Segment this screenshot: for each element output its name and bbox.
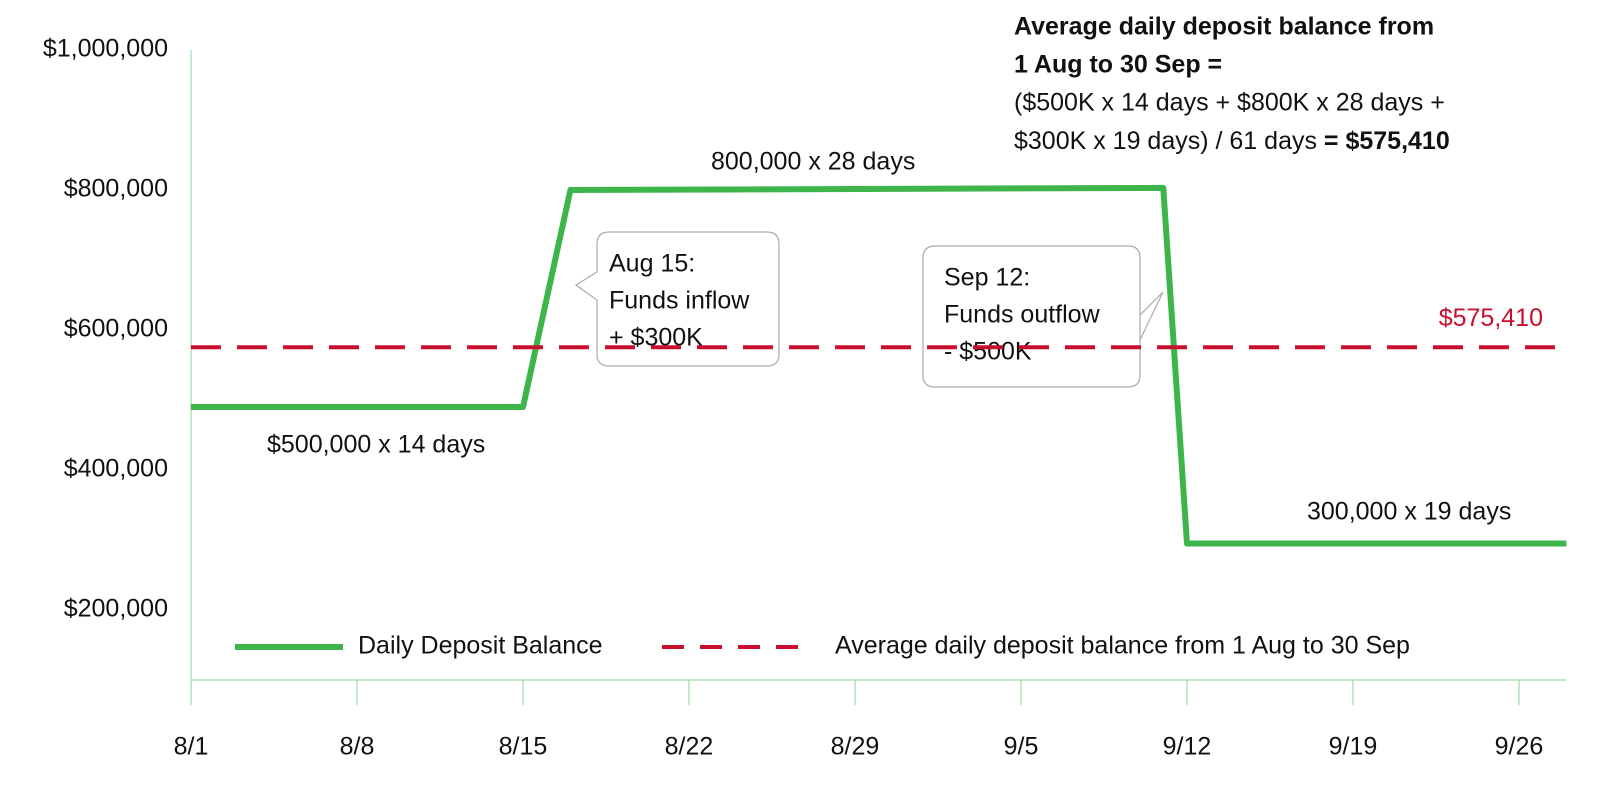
callout-text: Funds inflow xyxy=(609,287,750,315)
formula: $300K x 19 days) / 61 days = $575,410 xyxy=(1014,127,1450,155)
callout-box xyxy=(574,231,780,367)
x-tick-label: 9/12 xyxy=(1163,733,1212,761)
callout-text: Sep 12: xyxy=(944,264,1030,292)
x-tick-label: 8/29 xyxy=(831,733,880,761)
callout-text: - $500K xyxy=(944,338,1032,366)
callout-text: Funds outflow xyxy=(944,301,1101,329)
formula: ($500K x 14 days + $800K x 28 days + xyxy=(1014,89,1445,117)
x-tick-label: 8/1 xyxy=(174,733,209,761)
value-label: $575,410 xyxy=(1439,304,1543,332)
y-tick-label: $600,000 xyxy=(64,315,168,343)
x-tick-label: 9/5 xyxy=(1004,733,1039,761)
legend-label: Daily Deposit Balance xyxy=(358,632,603,660)
legend-label: Average daily deposit balance from 1 Aug… xyxy=(835,632,1410,660)
y-tick-label: $800,000 xyxy=(64,175,168,203)
y-tick-label: $400,000 xyxy=(64,455,168,483)
x-tick-label: 8/15 xyxy=(499,733,548,761)
series-line xyxy=(191,184,1567,547)
x-tick-label: 9/26 xyxy=(1495,733,1544,761)
y-tick-label: $200,000 xyxy=(64,595,168,623)
callout-text: Aug 15: xyxy=(609,250,695,278)
y-tick-label: $1,000,000 xyxy=(43,35,168,63)
annotation: $500,000 x 14 days xyxy=(267,431,485,459)
x-tick-label: 8/22 xyxy=(665,733,714,761)
formula: $300K x 19 days) / 61 days xyxy=(1014,127,1324,155)
annotation: 300,000 x 19 days xyxy=(1307,498,1511,526)
annotation: 800,000 x 28 days xyxy=(711,148,915,176)
x-tick-label: 8/8 xyxy=(340,733,375,761)
formula-result: = $575,410 xyxy=(1324,127,1450,155)
title: Average daily deposit balance from xyxy=(1014,13,1434,41)
x-tick-label: 9/19 xyxy=(1329,733,1378,761)
callout-box xyxy=(922,245,1164,388)
title: 1 Aug to 30 Sep = xyxy=(1014,51,1222,79)
